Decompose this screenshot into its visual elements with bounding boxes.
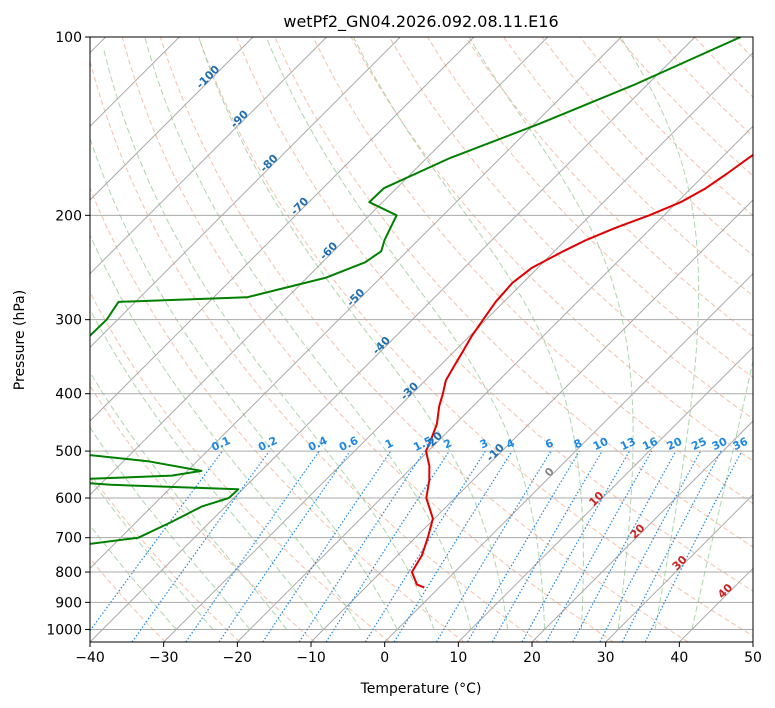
y-tick-label: 500 [55,444,82,460]
mixing-ratio-line [298,450,425,642]
mixing-ratio-line [325,450,450,642]
mixing-ratio-line [90,450,223,632]
isotherm-line [236,125,753,642]
mixing-ratio-line [262,450,392,642]
isotherm-line [752,641,753,642]
moist-adiabat-line [353,37,584,630]
dry-adiabat-line [90,186,465,642]
dry-adiabat-line [90,557,166,642]
mixing-ratio-label: 10 [591,435,611,453]
dry-adiabat-line [90,472,241,642]
isotherm-line [90,37,328,275]
mixing-ratio-line [621,450,722,642]
isotherm-line [163,51,753,642]
dry-adiabat-line [350,37,753,462]
isotherm-line [90,37,696,642]
y-tick-label: 400 [55,387,82,403]
y-tick-label: 600 [55,491,82,507]
dry-adiabat-line [90,291,390,642]
mixing-ratio-line [435,450,552,642]
moist-adiabat-line [90,371,288,630]
moist-adiabat-line [620,37,700,630]
dry-adiabat-line [236,37,753,592]
moist-adiabat-line [468,37,634,630]
x-tick-label: −30 [149,650,179,666]
x-tick-label: 50 [744,650,762,666]
dry-adiabat-line [90,59,540,642]
mixing-ratio-line [185,450,320,642]
y-tick-label: 800 [55,565,82,581]
dry-adiabat-line [274,37,753,548]
moist-adiabat-line [90,136,398,630]
x-tick-label: 40 [670,650,688,666]
moist-adiabat-line [90,233,361,630]
mixing-ratio-line [218,450,351,642]
x-axis: −40 −30 −20 −10 0 10 20 30 40 50 [75,642,762,666]
dry-adiabat-line [426,37,753,378]
y-axis: 100 200 300 400 500 600 700 800 900 1000 [46,30,90,638]
mixing-ratio-line [572,450,677,642]
x-tick-label: 30 [597,650,615,666]
y-tick-label: 200 [55,208,82,224]
x-tick-label: −20 [223,650,253,666]
plot-background [90,37,753,642]
mixing-ratio-line [364,450,486,642]
isotherm-line [90,37,254,201]
isotherm-line [90,37,401,349]
isotherm-line [605,493,753,642]
isotherm-line [457,346,753,642]
y-tick-label: 100 [55,30,82,46]
y-tick-label: 300 [55,313,82,329]
isotherm-line [310,199,753,642]
chart-title: wetPf2_GN04.2026.092.08.11.E16 [283,12,558,32]
moist-adiabat-line [90,524,177,630]
mixing-ratio-label: 20 [665,435,685,453]
mixing-ratio-line [545,450,653,642]
plot-frame [89,36,754,643]
isotherm-line [531,420,753,642]
x-tick-label: −10 [296,650,326,666]
mixing-ratio-lines [90,450,743,642]
mixing-ratio-label: 16 [640,435,660,453]
isotherm-line [90,37,549,496]
moist-adiabats [90,37,753,630]
y-axis-label: Pressure (hPa) [12,290,28,390]
mixing-ratio-label: 36 [731,435,751,453]
mixing-ratio-label: 25 [689,435,708,453]
moist-adiabat-line [103,49,435,630]
moist-adiabat-line [265,37,546,630]
pressure-gridlines [90,37,753,630]
moist-adiabat-line [90,308,324,630]
moist-adiabat-line [198,37,509,630]
dry-adiabat-line [771,37,775,642]
mixing-ratio-line [131,450,270,642]
dry-adiabat-line [159,37,689,642]
moist-adiabat-line [90,477,214,630]
isotherm-line [384,272,753,642]
dewpoint-line [90,37,742,545]
x-tick-label: −40 [75,650,105,666]
isotherm-line [90,37,475,422]
x-tick-label: 10 [449,650,467,666]
mixing-ratio-label: 13 [618,435,637,453]
y-tick-label: 900 [55,595,82,611]
mixing-ratio-line [521,450,631,642]
x-tick-label: 0 [380,650,389,666]
y-tick-label: 1000 [46,622,82,638]
dry-adiabat-line [198,37,753,637]
x-axis-label: Temperature (°C) [360,681,482,697]
dry-adiabat-line [503,37,753,297]
dry-adiabat-line [121,37,614,642]
moist-adiabat-line [691,358,753,630]
x-tick-label: 20 [523,650,541,666]
mixing-ratio-line [393,450,513,642]
moist-adiabat-line [90,426,251,630]
mixing-ratio-line [599,450,702,642]
mixing-ratio-line [644,450,743,642]
mixing-ratio-label: 30 [710,435,730,453]
y-tick-label: 700 [55,531,82,547]
